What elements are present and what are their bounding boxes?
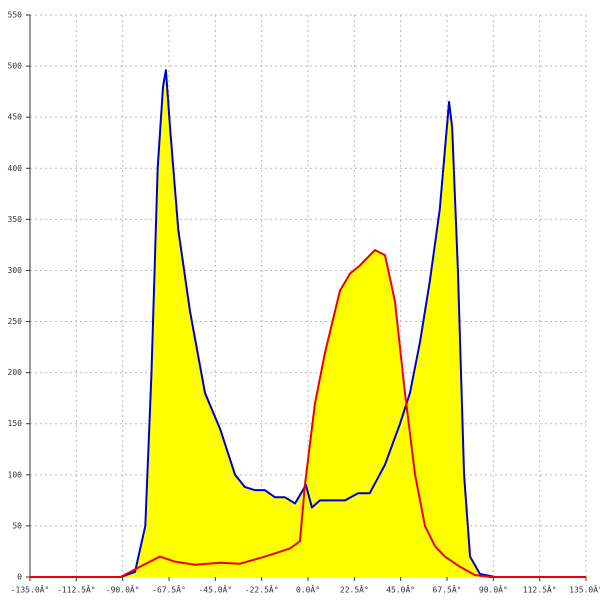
x-tick-label: 112.5Â° — [523, 584, 557, 595]
x-tick-label: 0.0Â° — [296, 584, 320, 595]
x-tick-label: 22.5Â° — [340, 584, 369, 595]
y-tick-label: 550 — [8, 11, 23, 20]
x-tick-label: -45.0Â° — [198, 584, 232, 595]
x-tick-label: -112.5Â° — [57, 584, 96, 595]
y-tick-label: 0 — [17, 573, 22, 582]
y-tick-label: 500 — [8, 62, 23, 71]
y-tick-label: 100 — [8, 470, 23, 479]
y-tick-label: 250 — [8, 317, 23, 326]
area-fill — [30, 250, 586, 577]
y-tick-label: 400 — [8, 164, 23, 173]
x-tick-label: -22.5Â° — [245, 584, 279, 595]
y-tick-label: 450 — [8, 113, 23, 122]
x-tick-label: 45.0Â° — [386, 584, 415, 595]
line — [30, 249, 586, 578]
y-tick-label: 350 — [8, 215, 23, 224]
y-tick-label: 50 — [12, 521, 22, 530]
x-tick-label: 90.0Â° — [479, 584, 508, 595]
y-tick-label: 300 — [8, 266, 23, 275]
x-tick-label: 135.0Â° — [569, 584, 600, 595]
y-tick-label: 150 — [8, 419, 23, 428]
y-tick-label: 200 — [8, 368, 23, 377]
x-tick-label: -135.0Â° — [11, 584, 50, 595]
x-tick-label: 67.5Â° — [433, 584, 462, 595]
line — [120, 69, 496, 578]
x-tick-label: -67.5Â° — [152, 584, 186, 595]
x-tick-label: -90.0Â° — [106, 584, 140, 595]
